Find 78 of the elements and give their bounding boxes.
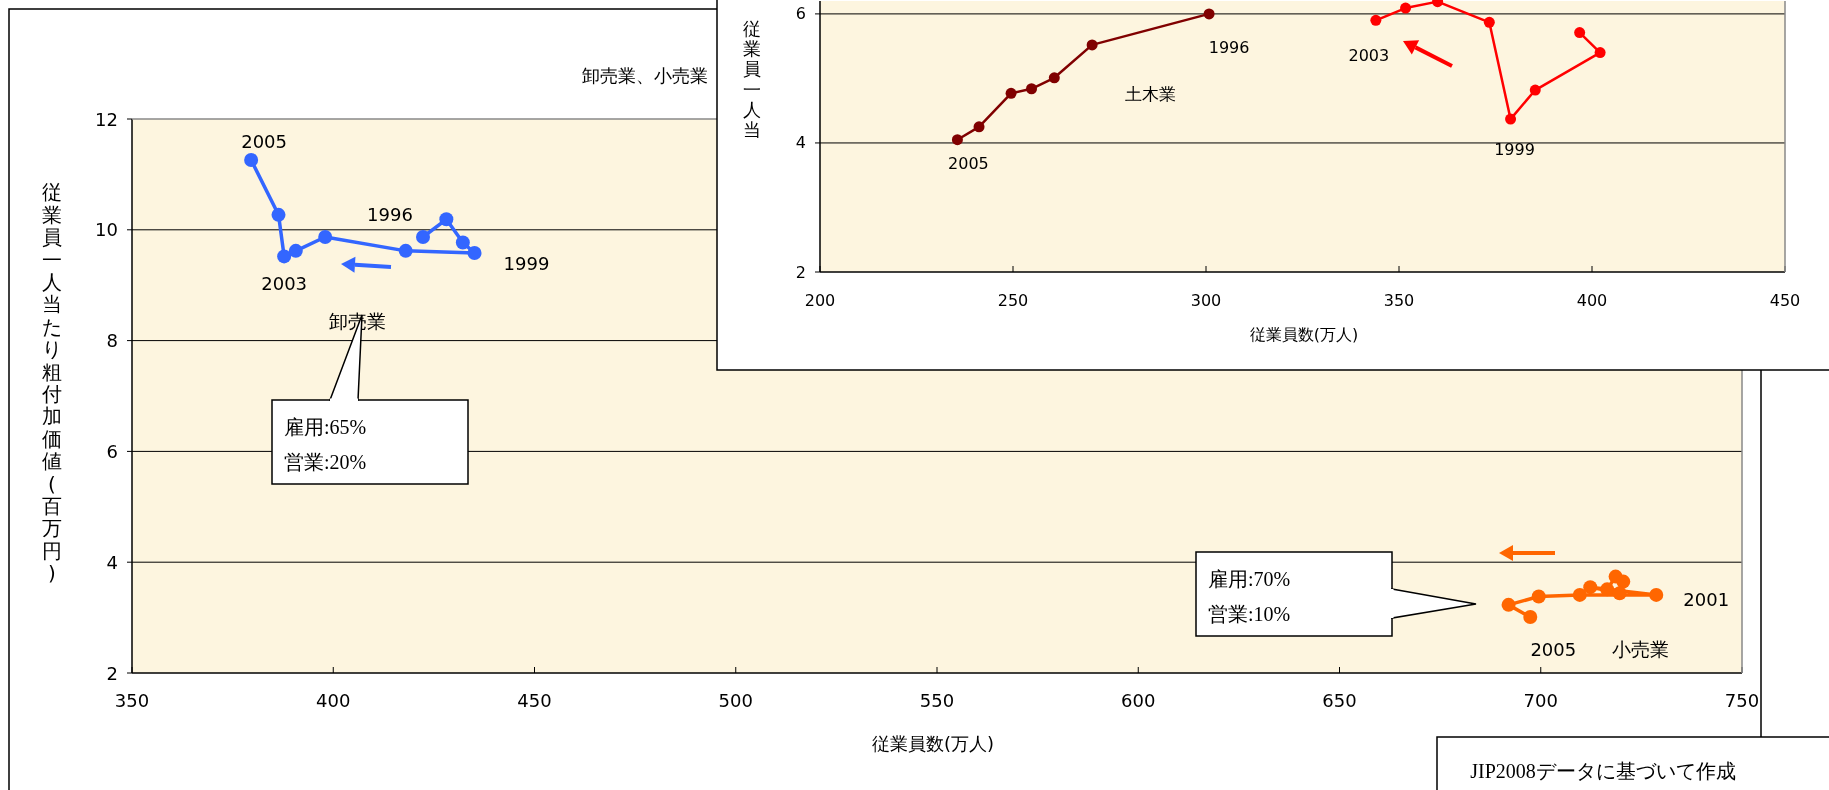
x-tick-label: 750 bbox=[1724, 690, 1760, 711]
x-tick-label: 300 bbox=[1190, 291, 1222, 310]
y-tick-label: 2 bbox=[795, 262, 806, 282]
point bbox=[1649, 587, 1664, 602]
point bbox=[1583, 580, 1598, 595]
y-tick-label: 4 bbox=[795, 133, 806, 153]
point bbox=[318, 230, 333, 244]
text: 土木業 bbox=[1124, 83, 1176, 104]
point bbox=[1594, 47, 1606, 59]
y-tick-label: 6 bbox=[795, 4, 806, 24]
point bbox=[277, 249, 292, 264]
x-axis-title: 従業員数(万人) bbox=[1249, 325, 1359, 344]
x-tick-label: 450 bbox=[1769, 291, 1801, 310]
callout: 雇用:70% 営業:10% bbox=[1195, 551, 1477, 637]
y-tick-label: 4 bbox=[106, 551, 118, 573]
x-tick-label: 450 bbox=[517, 690, 552, 711]
annotation: 1999 bbox=[1494, 139, 1535, 159]
point bbox=[1086, 39, 1098, 51]
annotation: 2005 bbox=[241, 131, 288, 153]
point bbox=[1370, 14, 1382, 26]
point bbox=[1203, 8, 1215, 20]
annotation: 2003 bbox=[1348, 45, 1390, 65]
point bbox=[1501, 597, 1516, 612]
point bbox=[973, 121, 985, 133]
point bbox=[439, 212, 454, 227]
x-tick-label: 400 bbox=[316, 690, 351, 711]
y-tick-label: 6 bbox=[106, 440, 118, 462]
x-tick-label: 200 bbox=[804, 291, 836, 310]
annotation: 2001 bbox=[1683, 589, 1730, 611]
annotation: 2005 bbox=[948, 154, 989, 174]
point bbox=[1529, 84, 1541, 96]
annotation: 2005 bbox=[1530, 638, 1577, 660]
x-tick-label: 250 bbox=[997, 291, 1029, 310]
annotation: 雇用:65% 営業:20% bbox=[284, 416, 367, 473]
point bbox=[1616, 574, 1631, 589]
point bbox=[455, 235, 470, 250]
annotation: 1996 bbox=[367, 203, 413, 225]
point bbox=[271, 207, 286, 222]
x-tick-label: 550 bbox=[919, 690, 955, 711]
point bbox=[1574, 27, 1586, 39]
annotation: 1996 bbox=[1208, 38, 1250, 58]
x-tick-label: 600 bbox=[1121, 690, 1156, 711]
point bbox=[1531, 589, 1546, 604]
point bbox=[1400, 2, 1412, 14]
y-tick-label: 8 bbox=[106, 330, 118, 352]
point bbox=[1048, 72, 1060, 84]
text: 従業員一人当たり粗付加価値(百万円) bbox=[42, 180, 62, 586]
annotation: 雇用:70% 営業:10% bbox=[1208, 568, 1291, 625]
y-tick-label: 12 bbox=[95, 108, 118, 130]
y-tick-label: 10 bbox=[95, 219, 118, 241]
point bbox=[398, 243, 413, 258]
y-axis-title: 従業員一人当 bbox=[743, 18, 761, 140]
point bbox=[1612, 586, 1627, 601]
point bbox=[1505, 113, 1517, 125]
series-label: 小売業 bbox=[1611, 638, 1669, 661]
point bbox=[951, 134, 963, 146]
x-axis-title: 従業員数(万人) bbox=[871, 733, 995, 754]
y-tick-label: 2 bbox=[106, 662, 118, 684]
annotation: 1999 bbox=[503, 252, 550, 274]
x-tick-label: 350 bbox=[114, 690, 150, 711]
point bbox=[1483, 16, 1495, 28]
point bbox=[288, 243, 303, 258]
annotation: 2003 bbox=[261, 272, 308, 294]
point bbox=[1005, 87, 1017, 99]
point bbox=[1523, 610, 1538, 625]
point bbox=[416, 230, 431, 244]
point bbox=[467, 246, 482, 261]
x-tick-label: 400 bbox=[1576, 291, 1608, 310]
point bbox=[1026, 83, 1038, 95]
text: JIP2008データに基づいて作成 bbox=[1470, 760, 1736, 782]
point bbox=[1600, 582, 1615, 597]
x-tick-label: 500 bbox=[718, 690, 753, 711]
chart-title: 卸売業、小売業 bbox=[582, 65, 708, 86]
point bbox=[1572, 587, 1587, 602]
x-tick-label: 700 bbox=[1523, 690, 1558, 711]
x-tick-label: 650 bbox=[1322, 690, 1357, 711]
point bbox=[244, 153, 259, 167]
x-tick-label: 350 bbox=[1383, 291, 1415, 310]
